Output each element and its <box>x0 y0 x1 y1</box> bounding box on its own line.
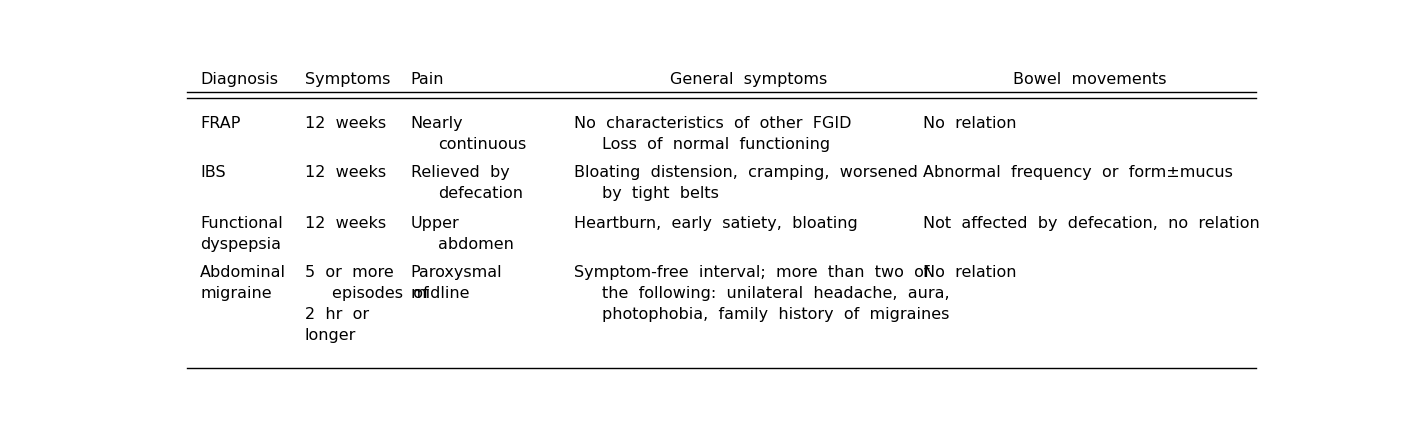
Text: Loss  of  normal  functioning: Loss of normal functioning <box>601 137 829 152</box>
Text: by  tight  belts: by tight belts <box>601 187 718 201</box>
Text: 5  or  more: 5 or more <box>304 265 393 280</box>
Text: abdomen: abdomen <box>438 237 514 252</box>
Text: General  symptoms: General symptoms <box>670 72 828 87</box>
Text: Functional: Functional <box>200 216 283 231</box>
Text: 12  weeks: 12 weeks <box>304 116 386 131</box>
Text: Abnormal  frequency  or  form±mucus: Abnormal frequency or form±mucus <box>924 165 1233 180</box>
Text: No  relation: No relation <box>924 265 1017 280</box>
Text: episodes  of: episodes of <box>332 286 428 301</box>
Text: Symptoms: Symptoms <box>304 72 390 87</box>
Text: Bloating  distension,  cramping,  worsened: Bloating distension, cramping, worsened <box>574 165 918 180</box>
Text: Abdominal: Abdominal <box>200 265 286 280</box>
Text: midline: midline <box>411 286 470 301</box>
Text: longer: longer <box>304 328 356 343</box>
Text: Symptom-free  interval;  more  than  two  of: Symptom-free interval; more than two of <box>574 265 929 280</box>
Text: continuous: continuous <box>438 137 527 152</box>
Text: Relieved  by: Relieved by <box>411 165 510 180</box>
Text: 2  hr  or: 2 hr or <box>304 307 369 322</box>
Text: 12  weeks: 12 weeks <box>304 165 386 180</box>
Text: migraine: migraine <box>200 286 272 301</box>
Text: Not  affected  by  defecation,  no  relation: Not affected by defecation, no relation <box>924 216 1260 231</box>
Text: 12  weeks: 12 weeks <box>304 216 386 231</box>
Text: defecation: defecation <box>438 187 522 201</box>
Text: Bowel  movements: Bowel movements <box>1014 72 1167 87</box>
Text: the  following:  unilateral  headache,  aura,: the following: unilateral headache, aura… <box>601 286 949 301</box>
Text: No  relation: No relation <box>924 116 1017 131</box>
Text: No  characteristics  of  other  FGID: No characteristics of other FGID <box>574 116 852 131</box>
Text: FRAP: FRAP <box>200 116 241 131</box>
Text: photophobia,  family  history  of  migraines: photophobia, family history of migraines <box>601 307 949 322</box>
Text: Pain: Pain <box>411 72 444 87</box>
Text: Paroxysmal: Paroxysmal <box>411 265 503 280</box>
Text: Nearly: Nearly <box>411 116 463 131</box>
Text: dyspepsia: dyspepsia <box>200 237 282 252</box>
Text: Upper: Upper <box>411 216 459 231</box>
Text: IBS: IBS <box>200 165 225 180</box>
Text: Diagnosis: Diagnosis <box>200 72 277 87</box>
Text: Heartburn,  early  satiety,  bloating: Heartburn, early satiety, bloating <box>574 216 857 231</box>
